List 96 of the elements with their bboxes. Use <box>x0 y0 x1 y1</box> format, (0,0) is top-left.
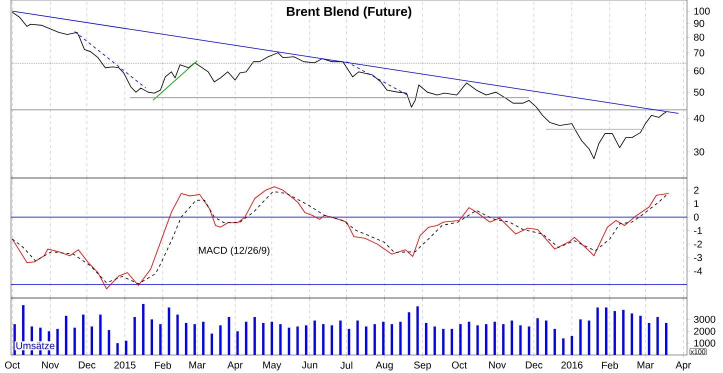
bar <box>570 336 574 356</box>
bar <box>296 326 299 356</box>
y-tick-label: 60 <box>694 67 704 74</box>
annotation: MACD (12/26/9) <box>198 246 270 256</box>
bar <box>279 324 282 356</box>
bar <box>254 317 256 356</box>
bar <box>502 324 505 356</box>
bar <box>236 331 239 356</box>
x-tick-label: Nov <box>42 362 60 368</box>
bar <box>416 306 419 356</box>
bar <box>562 338 565 356</box>
x-tick-label: Aug <box>376 362 393 370</box>
bar <box>544 320 548 356</box>
x-tick-label: Feb <box>602 362 618 369</box>
x-tick-label: Dec <box>526 362 543 368</box>
x-tick-label: 2015 <box>114 362 136 369</box>
x-tick-label: Mar <box>638 362 654 368</box>
y-tick-label: 3000 <box>694 316 716 323</box>
y-tick-label: 70 <box>694 49 704 56</box>
bar <box>510 320 514 356</box>
bar <box>374 324 376 356</box>
bar <box>99 314 102 356</box>
x-tick-label: Jul <box>340 362 352 369</box>
y-tick-label: 90 <box>694 20 704 27</box>
bar <box>304 325 308 356</box>
x-tick-label: Apr <box>676 362 691 370</box>
bar <box>339 320 342 356</box>
bar <box>450 328 454 356</box>
y-tick-label: 1000 <box>694 340 716 347</box>
x-tick-label: Jun <box>302 362 318 368</box>
x-tick-label: Oct <box>4 362 20 369</box>
bar <box>314 320 316 356</box>
bar <box>194 324 196 356</box>
bar <box>399 322 402 356</box>
bar <box>434 326 436 356</box>
bar <box>390 324 394 356</box>
bar <box>596 308 599 356</box>
y-tick-label: 50 <box>694 88 704 96</box>
annotation: Umsätze <box>16 342 54 350</box>
bar <box>210 334 214 356</box>
y-tick-label: 80 <box>694 34 704 41</box>
y-tick-label: 1 <box>694 200 699 208</box>
bar <box>622 310 625 356</box>
bar <box>356 320 359 356</box>
bar <box>554 328 556 356</box>
bar <box>219 325 222 356</box>
x-tick-label: May <box>263 362 282 370</box>
y-tick-label: 0 <box>694 214 699 221</box>
bar <box>202 322 204 356</box>
bar <box>322 324 324 356</box>
bar <box>90 326 94 356</box>
bar <box>64 316 68 356</box>
x-tick-label: Nov <box>489 362 506 368</box>
bar <box>614 311 616 356</box>
bar <box>476 325 479 356</box>
bar <box>364 326 368 356</box>
bar <box>270 322 274 356</box>
bar <box>664 322 668 356</box>
bar <box>262 322 264 356</box>
bar <box>142 304 144 356</box>
bar <box>133 317 136 356</box>
y-tick-label: 2 <box>694 186 699 194</box>
y-tick-label: 100 <box>694 8 710 15</box>
x-tick-label: Oct <box>452 362 467 369</box>
bar <box>424 322 428 356</box>
x-tick-label: Feb <box>155 362 172 369</box>
y-tick-label: -2 <box>694 240 702 248</box>
x-tick-label: Mar <box>189 362 206 368</box>
bar <box>159 324 162 356</box>
bar <box>536 318 539 356</box>
bar <box>494 322 496 356</box>
bar <box>630 313 634 356</box>
y-tick-label: -1 <box>694 227 702 234</box>
y-tick-label: 40 <box>694 114 704 122</box>
y-tick-label: -3 <box>694 254 702 262</box>
bar <box>124 340 128 356</box>
chart-title: Brent Blend (Future) <box>286 6 412 19</box>
bar <box>244 322 248 356</box>
bar <box>442 328 445 356</box>
x-tick-label: Sep <box>414 362 431 371</box>
x-tick-label: Apr <box>227 362 243 370</box>
bar <box>656 317 659 356</box>
bar <box>82 314 84 356</box>
bar <box>150 319 154 356</box>
y-tick-label: 2000 <box>694 328 716 335</box>
bar <box>184 322 188 356</box>
bar <box>382 322 384 356</box>
x-tick-label: Dec <box>78 362 96 368</box>
y-tick-label: 30 <box>694 148 704 156</box>
x-tick-label: 2016 <box>561 362 583 369</box>
bar <box>330 325 334 356</box>
y-tick-label: -4 <box>694 268 702 274</box>
bar <box>73 328 76 356</box>
bar <box>484 324 488 356</box>
bar <box>176 314 179 356</box>
bar <box>604 308 608 356</box>
